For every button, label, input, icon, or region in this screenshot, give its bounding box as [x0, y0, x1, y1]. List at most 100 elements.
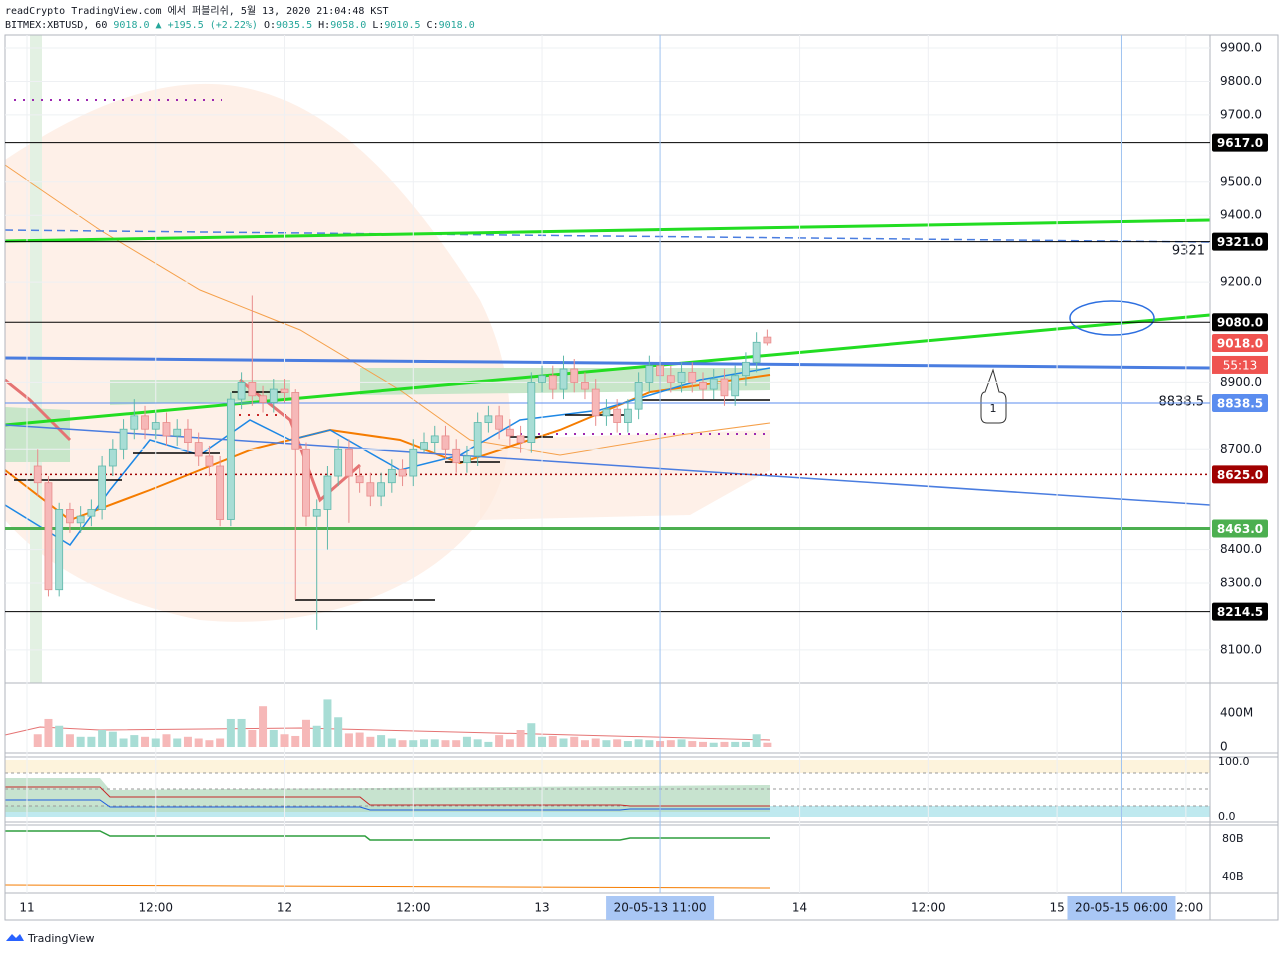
- volume-bar: [248, 730, 257, 747]
- volume-bar: [323, 699, 332, 747]
- callout-text: 1: [990, 402, 997, 415]
- volume-bar: [409, 740, 418, 747]
- candle-body: [645, 365, 654, 383]
- volume-bar: [87, 736, 96, 747]
- candle-body: [409, 448, 418, 477]
- volume-bar: [666, 740, 675, 747]
- y-tick-label: 9500.0: [1220, 174, 1262, 188]
- volume-bar: [55, 725, 64, 747]
- candle-body: [742, 361, 750, 377]
- price-label: 9080.0: [1217, 316, 1263, 330]
- trend-line: [4, 218, 1211, 243]
- price-label-box: [1212, 393, 1268, 412]
- volume-bar: [183, 736, 192, 747]
- volume-bar: [698, 741, 707, 747]
- volume-bar: [355, 732, 364, 747]
- volume-bar: [237, 718, 246, 747]
- x-tick-label: 13: [534, 901, 549, 915]
- header-title: readCrypto TradingView.com 에서 퍼블리쉬, 5월 1…: [5, 5, 389, 17]
- volume-bar: [613, 739, 622, 747]
- header-quote: BITMEX:XBTUSD, 60 9018.0 ▲ +195.5 (+2.22…: [5, 20, 475, 31]
- candle-body: [226, 398, 235, 520]
- candle-body: [141, 415, 149, 430]
- candle-body: [763, 336, 772, 344]
- candle-body: [44, 482, 53, 591]
- volume-bar: [377, 735, 386, 747]
- volume-bar: [216, 738, 225, 747]
- price-label-box: [1212, 333, 1268, 352]
- volume-average: [4, 726, 771, 741]
- candle-body: [334, 448, 343, 477]
- candle-body: [666, 375, 675, 383]
- candle-body: [323, 475, 332, 510]
- candle-body: [119, 428, 128, 450]
- y-tick-label: 9900.0: [1220, 41, 1262, 55]
- price-label: 9321.0: [1217, 235, 1263, 249]
- candle-body: [130, 415, 139, 430]
- volume-bar: [741, 741, 750, 747]
- volume-bar: [473, 739, 482, 747]
- volume-bar: [580, 740, 589, 747]
- y-tick-label: 8700.0: [1220, 442, 1262, 456]
- candle-body: [602, 408, 611, 417]
- volume-tick-label: 0: [1220, 739, 1228, 753]
- crosshair-label: 20-05-13 11:00: [614, 901, 707, 915]
- annotation: 9321: [1172, 244, 1205, 259]
- osc-tick-label: 80B: [1222, 832, 1244, 845]
- volume-bar: [548, 735, 557, 747]
- candle-body: [259, 395, 267, 403]
- footer-logo: TradingView: [27, 932, 94, 945]
- annotation: 8838.5: [1159, 395, 1205, 410]
- y-tick-label: 9400.0: [1220, 208, 1262, 222]
- osc-line: [5, 799, 770, 811]
- candle-body: [495, 415, 504, 430]
- volume-bar: [709, 742, 718, 747]
- ohlc-value: 9058.0: [330, 20, 366, 31]
- volume-bar: [344, 733, 353, 747]
- candle-body: [355, 475, 364, 484]
- candle-body: [87, 509, 96, 517]
- x-tick-label: 12: [277, 901, 292, 915]
- ohlc-key: H:: [318, 20, 330, 31]
- price-label-box: [1212, 313, 1268, 332]
- candle-body: [173, 428, 182, 437]
- candle-body: [184, 428, 192, 443]
- volume-bar: [688, 741, 697, 747]
- volume-bar: [441, 740, 450, 747]
- volume-bar: [334, 717, 343, 747]
- candle-body: [677, 371, 686, 383]
- price-label: 9617.0: [1217, 136, 1263, 150]
- osc-tick-label: 100.0: [1218, 755, 1250, 768]
- volume-bar: [259, 706, 268, 747]
- ohlc-key: L:: [372, 20, 384, 31]
- price-label: 8625.0: [1217, 468, 1263, 482]
- osc-line: [4, 884, 771, 889]
- ohlc-value: 9010.5: [384, 20, 420, 31]
- callout: [980, 368, 1007, 424]
- volume-bar: [162, 734, 171, 747]
- volume-bar: [752, 734, 761, 747]
- volume-bar: [291, 735, 300, 747]
- candle-body: [162, 422, 171, 437]
- trend-line: [4, 229, 1211, 243]
- crosshair-label: 20-05-15 06:00: [1075, 901, 1168, 915]
- volume-bar: [226, 718, 235, 747]
- volume-bar: [108, 731, 117, 747]
- volume-bar: [538, 736, 547, 747]
- volume-bar: [430, 739, 439, 747]
- candle-body: [216, 465, 225, 520]
- candle-body: [505, 428, 514, 437]
- volume-bar: [484, 741, 493, 747]
- volume-bar: [76, 736, 85, 747]
- volume-bar: [495, 735, 504, 747]
- circle-drawing: [1069, 300, 1155, 336]
- volume-bar: [623, 741, 632, 747]
- y-tick-label: 9200.0: [1220, 275, 1262, 289]
- candle-body: [377, 482, 385, 497]
- volume-bar: [602, 740, 611, 747]
- countdown-box: [1212, 355, 1268, 374]
- x-tick-label: 12:00: [1169, 901, 1204, 915]
- volume-bar: [366, 736, 375, 747]
- candle-body: [98, 465, 107, 510]
